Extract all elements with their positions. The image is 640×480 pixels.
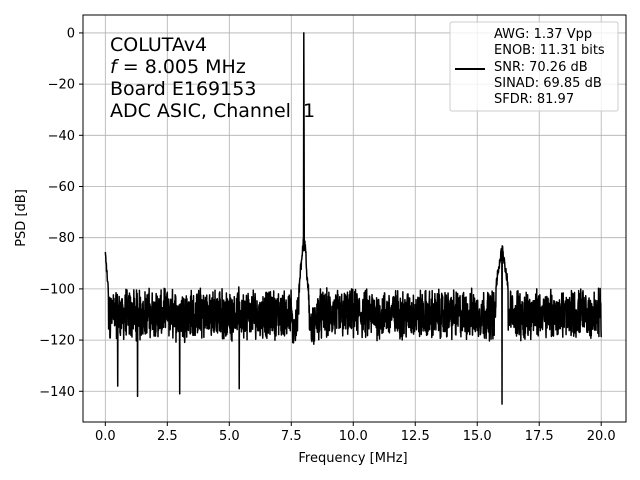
annotation-line-3: Board E169153 [110,78,256,100]
x-tick-label: 17.5 [525,429,554,444]
x-axis-label: Frequency [MHz] [298,451,407,466]
legend-entry-sinad: SINAD: 69.85 dB [494,76,602,91]
x-tick-label: 15.0 [463,429,492,444]
annotation-frequency-value: = 8.005 MHz [117,56,246,78]
y-tick-label: −80 [48,231,75,246]
y-tick-label: −120 [39,334,75,349]
legend-entry-enob: ENOB: 11.31 bits [494,43,605,58]
x-tick-label: 0.0 [95,429,116,444]
annotation-line-4: ADC ASIC, Channel 1 [110,100,315,122]
x-tick-label: 12.5 [401,429,430,444]
legend-entry-awg: AWG: 1.37 Vpp [494,27,592,42]
annotation: COLUTAv4 f = 8.005 MHz Board E169153 ADC… [110,34,315,122]
x-tick-label: 7.5 [281,429,302,444]
y-tick-label: −20 [48,78,75,93]
x-tick-label: 5.0 [219,429,240,444]
y-axis-label: PSD [dB] [14,189,29,247]
x-tick-label: 2.5 [157,429,178,444]
legend-entry-sfdr: SFDR: 81.97 [494,92,574,107]
y-tick-label: −100 [39,282,75,297]
y-tick-label: −140 [39,385,75,400]
x-tick-label: 20.0 [587,429,616,444]
annotation-line-2: f = 8.005 MHz [110,56,246,78]
annotation-frequency-symbol: f [110,56,120,78]
x-axis-ticks: 0.0 2.5 5.0 7.5 10.0 12.5 15.0 17.5 20.0 [95,422,616,444]
plot-frame [82,14,627,423]
y-tick-label: 0 [67,26,75,41]
y-axis-ticks: 0 −20 −40 −60 −80 −100 −120 −140 [39,26,83,400]
psd-series-line [104,32,602,405]
psd-series [104,32,602,405]
y-tick-label: −60 [48,180,75,195]
legend-entry-snr: SNR: 70.26 dB [494,60,588,75]
y-tick-label: −40 [48,129,75,144]
x-tick-label: 10.0 [339,429,368,444]
legend-box [449,21,619,112]
legend: AWG: 1.37 Vpp ENOB: 11.31 bits SNR: 70.2… [449,21,619,112]
annotation-line-1: COLUTAv4 [110,34,207,56]
